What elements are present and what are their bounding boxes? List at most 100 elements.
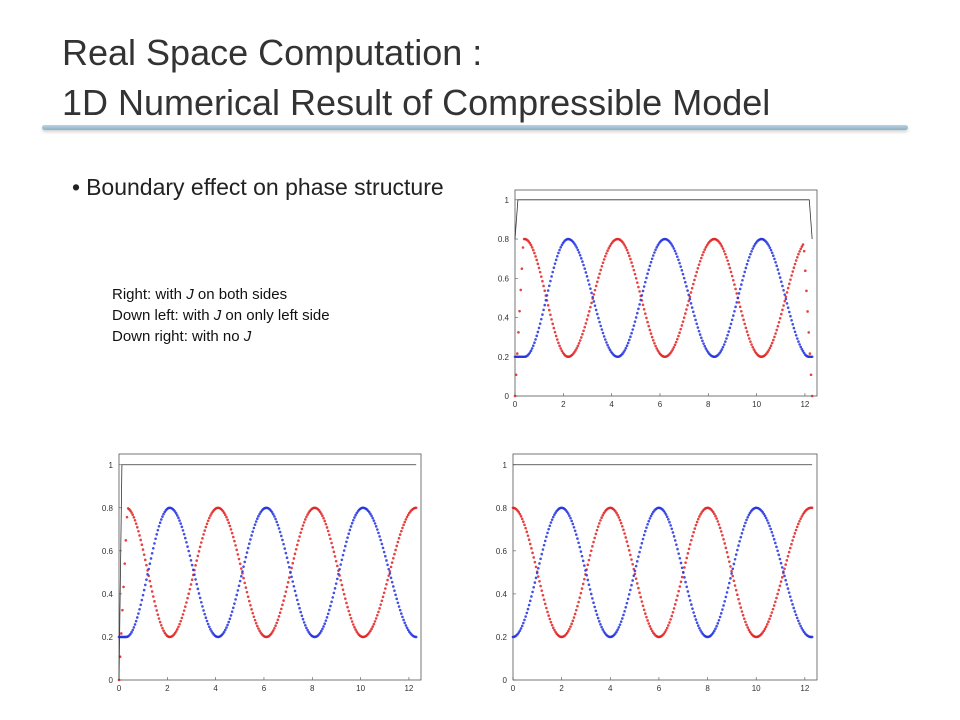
series-red-point <box>800 515 804 518</box>
series-red-point <box>684 312 687 315</box>
series-red-point <box>549 620 553 624</box>
series-blue-point <box>632 574 636 577</box>
series-blue-point <box>578 545 582 549</box>
series-blue-point <box>579 257 583 260</box>
series-red-point <box>543 602 547 606</box>
series-blue-point <box>533 581 537 584</box>
series-red-point <box>250 608 253 611</box>
series-blue-point <box>788 595 792 598</box>
series-red-point <box>649 332 653 335</box>
series-red-point <box>273 626 276 630</box>
series-blue-point <box>279 534 283 538</box>
series-blue-point <box>133 623 137 626</box>
series-blue-point <box>750 249 753 253</box>
series-blue-point <box>392 585 395 588</box>
series-red-point <box>743 322 747 326</box>
series-red-point <box>341 588 345 591</box>
series-blue-point <box>396 601 400 605</box>
series-blue-point <box>529 349 533 353</box>
series-blue-point <box>642 285 646 288</box>
series-red-point <box>591 545 594 548</box>
series-blue-point <box>297 602 300 606</box>
series-blue-point <box>773 257 776 261</box>
series-blue-point <box>376 528 379 531</box>
series-red-point <box>802 249 806 253</box>
series-blue-point <box>271 512 275 516</box>
bullet-point: • Boundary effect on phase structure <box>72 170 492 204</box>
y-tick-label: 0.8 <box>496 504 508 513</box>
series-blue-point <box>746 259 750 262</box>
series-red-point <box>528 241 532 245</box>
series-blue-point <box>650 512 654 516</box>
series-red-point <box>797 522 800 526</box>
series-red-point <box>558 344 561 348</box>
series-red-point <box>551 322 555 326</box>
series-blue-point <box>401 615 404 619</box>
series-blue-point <box>395 597 399 601</box>
series-blue-point <box>683 576 686 579</box>
x-tick-label: 10 <box>752 400 761 409</box>
series-blue-point <box>553 513 556 517</box>
series-blue-point <box>772 537 776 541</box>
series-red-point <box>794 259 798 262</box>
series-blue-point <box>682 276 686 280</box>
series-red-point <box>742 318 745 322</box>
series-red-point <box>644 612 647 615</box>
series-blue-point <box>198 596 202 600</box>
series-blue-point <box>745 262 749 266</box>
x-tick-label: 4 <box>609 400 614 409</box>
series-red-point <box>329 537 332 541</box>
series-blue-point <box>387 567 391 571</box>
series-blue-point <box>763 514 767 518</box>
series-red-point <box>780 576 784 579</box>
series-blue-point <box>781 284 784 288</box>
series-blue-point <box>162 512 165 516</box>
series-red-point <box>645 316 648 320</box>
series-blue-point <box>703 344 707 348</box>
series-blue-point <box>244 555 248 559</box>
series-blue-point <box>330 600 333 604</box>
series-red-point <box>648 625 652 628</box>
series-red-point <box>797 252 800 256</box>
series-red-point <box>699 513 702 516</box>
series-blue-point <box>582 263 585 267</box>
series-red-point <box>302 521 306 524</box>
series-red-point <box>595 528 599 532</box>
series-red-point <box>731 574 735 578</box>
series-red-point <box>400 529 403 533</box>
series-blue-point <box>205 619 209 623</box>
chart-left-side-j: 0 2 4 6 8 10 12 0 0.2 0.4 0.6 0.8 1 <box>102 453 422 693</box>
series-red-point <box>641 604 645 608</box>
series-red-point <box>690 538 693 542</box>
series-red-point <box>696 266 700 270</box>
series-red-point <box>237 557 241 561</box>
series-blue-point <box>722 343 726 346</box>
series-red-point <box>684 561 687 564</box>
series-red-point <box>566 629 570 633</box>
series-blue-point <box>638 550 641 554</box>
series-blue-point <box>744 266 748 270</box>
series-blue-point <box>622 350 625 354</box>
series-red-point <box>227 521 231 525</box>
series-red-point <box>354 628 357 631</box>
series-red-point <box>185 601 188 604</box>
series-blue-point <box>721 608 724 611</box>
series-red-point <box>713 512 716 516</box>
series-blue-point <box>291 580 295 583</box>
series-blue-point <box>334 582 338 585</box>
series-blue-point <box>684 280 687 284</box>
series-blue-point <box>791 322 795 326</box>
series-red-point <box>276 618 280 622</box>
series-red-point <box>698 515 701 518</box>
series-blue-point <box>681 272 685 276</box>
series-red-point <box>677 334 680 338</box>
series-red-point <box>380 599 384 603</box>
series-red-point <box>344 597 347 600</box>
series-blue-point <box>242 565 245 568</box>
series-red-point <box>701 253 704 257</box>
series-blue-point <box>517 631 521 634</box>
series-blue-point <box>548 524 552 528</box>
series-blue-point <box>282 542 285 546</box>
series-red-point <box>519 515 523 518</box>
series-blue-point <box>589 592 593 596</box>
